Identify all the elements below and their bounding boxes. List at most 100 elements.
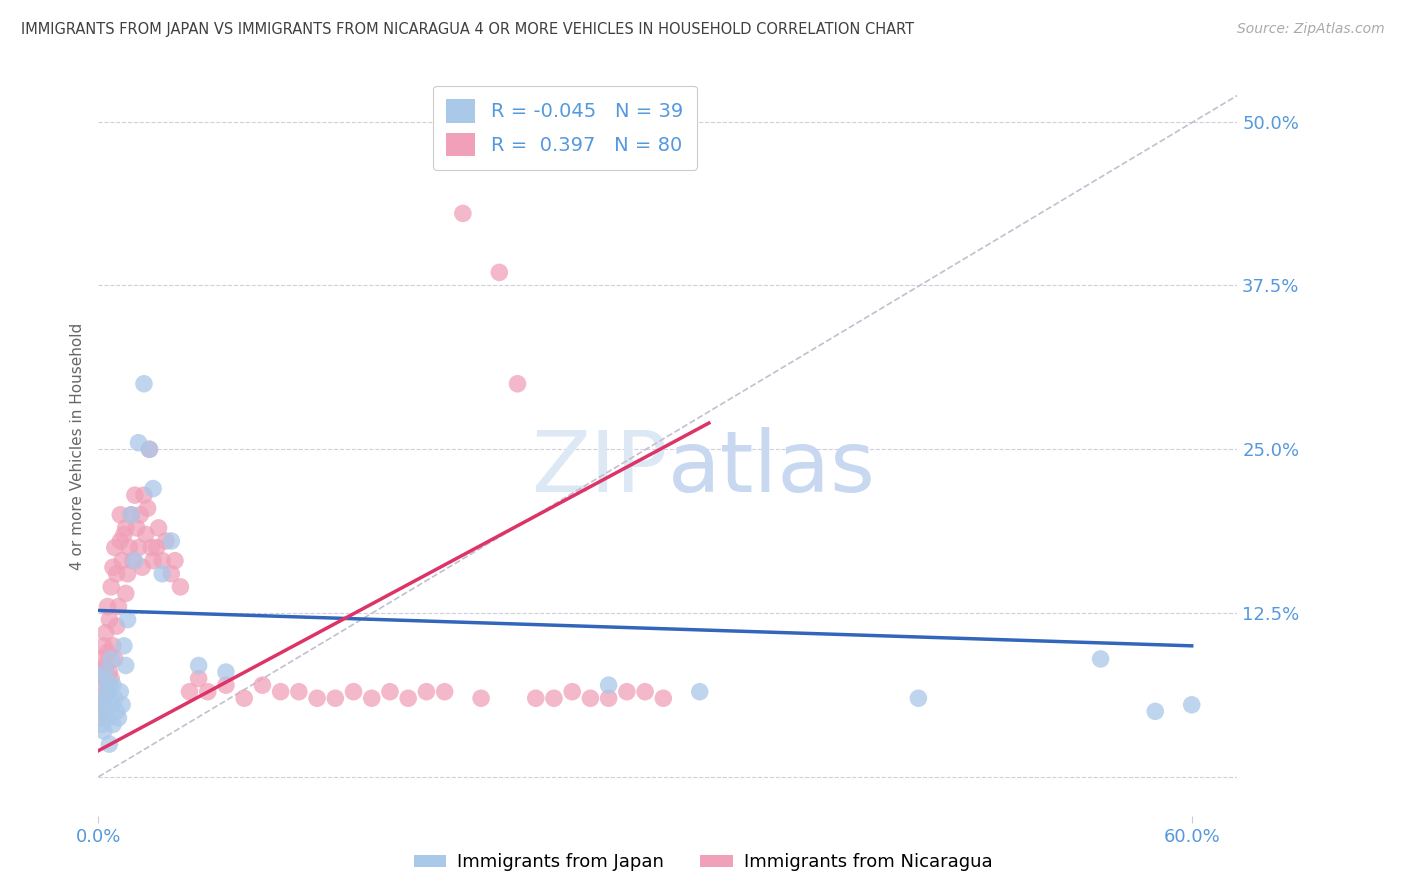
Point — [89, 665, 111, 679]
Point — [128, 541, 150, 555]
Point — [470, 691, 492, 706]
Point — [100, 672, 122, 686]
Point — [155, 534, 177, 549]
Point — [323, 691, 346, 706]
Point — [141, 541, 163, 555]
Point — [110, 508, 132, 522]
Point — [89, 698, 111, 712]
Point — [91, 711, 114, 725]
Point — [101, 678, 124, 692]
Point — [579, 691, 602, 706]
Point — [136, 501, 159, 516]
Point — [100, 652, 122, 666]
Point — [160, 534, 183, 549]
Point — [105, 619, 128, 633]
Point — [114, 586, 136, 600]
Text: Source: ZipAtlas.com: Source: ZipAtlas.com — [1237, 22, 1385, 37]
Point — [94, 678, 117, 692]
Point — [93, 639, 115, 653]
Point — [96, 645, 118, 659]
Point — [148, 521, 170, 535]
Point — [1144, 704, 1167, 718]
Point — [98, 613, 121, 627]
Point — [433, 684, 456, 698]
Point — [104, 541, 127, 555]
Point — [101, 639, 124, 653]
Point — [93, 698, 115, 712]
Point — [131, 560, 153, 574]
Text: ZIP: ZIP — [531, 426, 668, 509]
Point — [138, 442, 160, 457]
Legend: R = -0.045   N = 39, R =  0.397   N = 80: R = -0.045 N = 39, R = 0.397 N = 80 — [433, 86, 697, 170]
Point — [98, 737, 121, 751]
Point — [652, 691, 675, 706]
Point — [122, 554, 145, 568]
Point — [91, 652, 114, 666]
Point — [112, 639, 135, 653]
Point — [197, 684, 219, 698]
Point — [118, 541, 141, 555]
Point — [124, 554, 146, 568]
Point — [689, 684, 711, 698]
Y-axis label: 4 or more Vehicles in Household: 4 or more Vehicles in Household — [69, 322, 84, 570]
Point — [169, 580, 191, 594]
Point — [252, 678, 274, 692]
Point — [142, 554, 165, 568]
Point — [110, 534, 132, 549]
Point — [179, 684, 201, 698]
Point — [94, 704, 117, 718]
Point — [100, 580, 122, 594]
Point — [270, 684, 292, 698]
Point — [415, 684, 437, 698]
Point — [110, 684, 132, 698]
Text: IMMIGRANTS FROM JAPAN VS IMMIGRANTS FROM NICARAGUA 4 OR MORE VEHICLES IN HOUSEHO: IMMIGRANTS FROM JAPAN VS IMMIGRANTS FROM… — [21, 22, 914, 37]
Point — [94, 658, 117, 673]
Point — [150, 566, 173, 581]
Point — [96, 711, 118, 725]
Point — [89, 691, 111, 706]
Point — [112, 527, 135, 541]
Point — [187, 672, 209, 686]
Point — [117, 613, 139, 627]
Point — [907, 691, 929, 706]
Point — [598, 691, 620, 706]
Point — [101, 717, 124, 731]
Point — [233, 691, 256, 706]
Point — [114, 521, 136, 535]
Point — [451, 206, 474, 220]
Point — [96, 684, 118, 698]
Point — [561, 684, 583, 698]
Point — [138, 442, 160, 457]
Point — [93, 672, 115, 686]
Point — [105, 566, 128, 581]
Point — [524, 691, 547, 706]
Point — [96, 684, 118, 698]
Point — [98, 665, 121, 679]
Point — [135, 527, 157, 541]
Point — [120, 508, 142, 522]
Point — [307, 691, 329, 706]
Point — [145, 541, 167, 555]
Point — [396, 691, 419, 706]
Point — [506, 376, 529, 391]
Point — [132, 376, 155, 391]
Point — [378, 684, 401, 698]
Point — [105, 704, 128, 718]
Point — [114, 658, 136, 673]
Point — [342, 684, 364, 698]
Point — [117, 566, 139, 581]
Legend: Immigrants from Japan, Immigrants from Nicaragua: Immigrants from Japan, Immigrants from N… — [406, 847, 1000, 879]
Point — [543, 691, 565, 706]
Point — [1090, 652, 1112, 666]
Point — [128, 435, 150, 450]
Point — [93, 691, 115, 706]
Point — [107, 711, 129, 725]
Point — [1181, 698, 1204, 712]
Text: atlas: atlas — [668, 426, 876, 509]
Point — [104, 652, 127, 666]
Point — [488, 265, 510, 279]
Point — [96, 599, 118, 614]
Point — [160, 566, 183, 581]
Point — [101, 560, 124, 574]
Point — [163, 554, 186, 568]
